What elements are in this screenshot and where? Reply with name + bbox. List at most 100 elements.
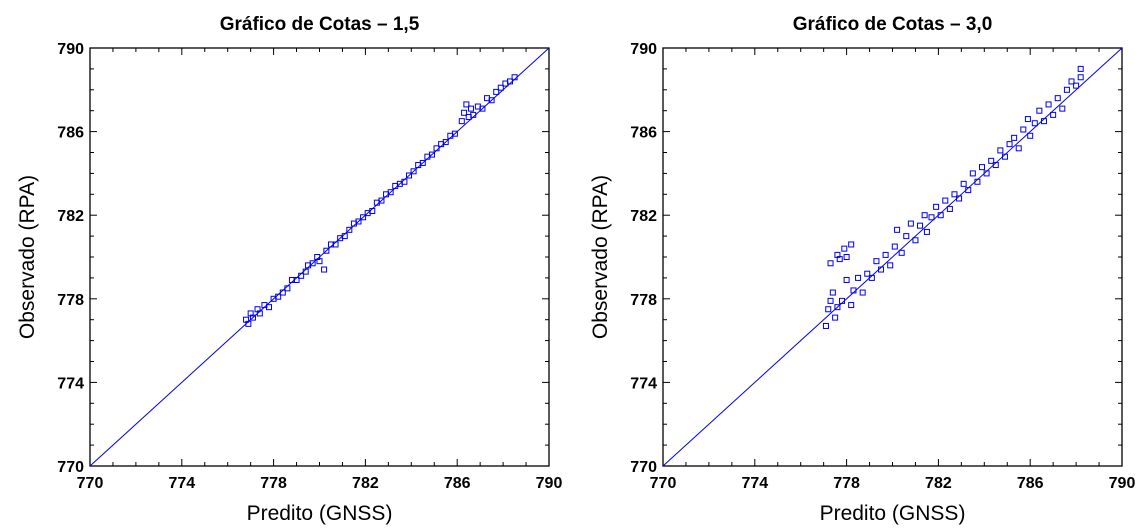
scatter-chart: Gráfico de Cotas – 3,0 770 774 778 782 786 790… [589, 14, 1136, 525]
data-point [458, 118, 465, 125]
y-tick-label: 786 [630, 125, 657, 142]
data-point [302, 268, 309, 275]
data-point [406, 172, 413, 179]
data-point [341, 233, 348, 240]
data-point [891, 243, 898, 250]
data-point [279, 289, 286, 296]
data-point [887, 262, 894, 269]
y-tick-label: 782 [57, 208, 84, 225]
data-point [903, 233, 910, 240]
x-tick-label: 790 [1109, 475, 1136, 492]
x-tick-label: 770 [77, 475, 104, 492]
data-point [1031, 120, 1038, 127]
data-point [834, 304, 841, 311]
data-point [855, 274, 862, 281]
x-axis-label: Predito (GNSS) [820, 502, 966, 525]
data-point [997, 147, 1004, 154]
y-tick-label: 786 [57, 125, 84, 142]
data-point [355, 218, 362, 225]
data-point [467, 105, 474, 112]
data-point [410, 168, 417, 175]
chart-panel-left: Gráfico de Cotas – 1,5 770 774 778 782 786 790… [0, 0, 573, 532]
data-point [1077, 65, 1084, 72]
data-point [933, 203, 940, 210]
data-point [1024, 116, 1031, 123]
data-point [479, 105, 486, 112]
x-tick-label: 770 [650, 475, 677, 492]
x-tick-label: 786 [444, 475, 471, 492]
data-point [946, 205, 953, 212]
chart-title: Gráfico de Cotas – 3,0 [793, 14, 993, 35]
data-point [992, 162, 999, 169]
data-point [882, 251, 889, 258]
scatter-chart: Gráfico de Cotas – 1,5 770 774 778 782 786 790… [16, 14, 562, 525]
reference-line [662, 47, 1123, 467]
data-point [1077, 74, 1084, 81]
data-point [864, 270, 871, 277]
x-axis-label: Predito (GNSS) [247, 502, 393, 525]
x-tick-label: 782 [925, 475, 952, 492]
data-point [1001, 153, 1008, 160]
data-point [942, 197, 949, 204]
data-point [1040, 118, 1047, 125]
x-tick-label: 778 [833, 475, 860, 492]
data-point [850, 287, 857, 294]
data-point [332, 241, 339, 248]
data-point [316, 258, 323, 265]
data-point [843, 276, 850, 283]
y-tick-label: 778 [630, 292, 657, 309]
x-tick-label: 782 [352, 475, 379, 492]
data-point [1063, 86, 1070, 93]
data-point [825, 306, 832, 313]
data-point [983, 170, 990, 177]
data-point [1068, 78, 1075, 85]
data-point [506, 78, 513, 85]
data-point [912, 237, 919, 244]
data-point [988, 157, 995, 164]
data-point [1045, 101, 1052, 108]
y-tick-label: 774 [57, 375, 84, 392]
data-point [275, 293, 282, 300]
data-point [433, 145, 440, 152]
data-point [293, 276, 300, 283]
data-point [346, 226, 353, 233]
data-point [956, 195, 963, 202]
data-point [488, 97, 495, 104]
data-point [951, 191, 958, 198]
y-axis-label: Observado (RPA) [589, 175, 612, 339]
data-point [360, 214, 367, 221]
data-point [974, 178, 981, 185]
data-point [401, 178, 408, 185]
data-point [493, 88, 500, 95]
y-tick-label: 770 [57, 459, 84, 476]
data-point [979, 164, 986, 171]
data-point [321, 266, 328, 273]
data-point [917, 222, 924, 229]
data-point [387, 189, 394, 196]
data-point [832, 314, 839, 321]
data-point [839, 297, 846, 304]
data-point [419, 159, 426, 166]
data-point [868, 274, 875, 281]
data-point [907, 220, 914, 227]
data-point [843, 254, 850, 260]
data-point [1054, 95, 1061, 102]
data-point [969, 170, 976, 177]
data-point [928, 214, 935, 221]
data-point [245, 320, 252, 327]
data-point [284, 285, 291, 292]
data-point [497, 84, 504, 91]
data-point [878, 266, 885, 273]
data-point [827, 297, 834, 304]
x-tick-label: 774 [741, 475, 768, 492]
data-point [829, 289, 836, 296]
data-point [309, 260, 316, 267]
data-point [873, 258, 880, 265]
x-tick-label: 786 [1017, 475, 1044, 492]
data-point [1073, 82, 1080, 89]
data-point [256, 310, 263, 317]
data-point [1036, 107, 1043, 114]
data-point [249, 314, 256, 321]
data-point [848, 241, 855, 248]
chart-title: Gráfico de Cotas – 1,5 [220, 14, 420, 35]
